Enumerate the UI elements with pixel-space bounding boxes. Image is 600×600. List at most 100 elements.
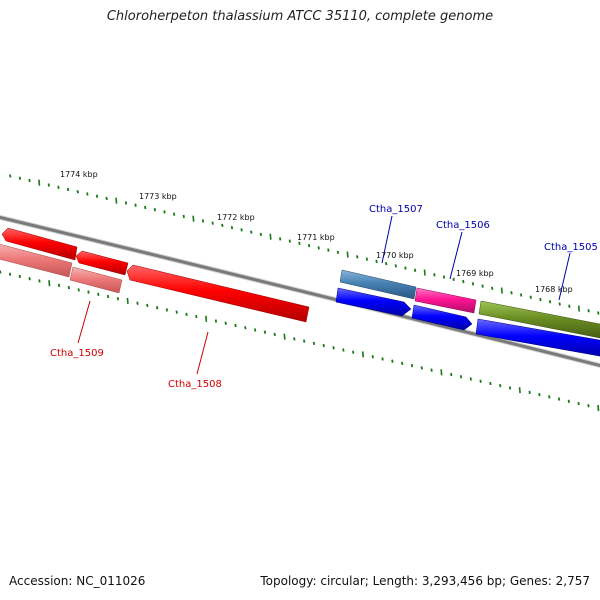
- minor-tick: [124, 201, 128, 205]
- minor-tick: [211, 221, 214, 225]
- minor-tick: [307, 243, 311, 248]
- gene-label-ctha-1507[interactable]: Ctha_1507: [369, 204, 423, 215]
- gene-feature-olive[interactable]: [478, 300, 600, 339]
- gene-feature-red-3[interactable]: [126, 264, 310, 323]
- minor-tick: [253, 328, 257, 332]
- tick-label-1772: 1772 kbp: [217, 213, 255, 222]
- minor-tick: [172, 212, 176, 216]
- minor-tick: [413, 268, 417, 272]
- minor-tick: [182, 214, 185, 219]
- gene-feature-red-1[interactable]: [1, 227, 78, 261]
- gene-feature-blue-1[interactable]: [335, 287, 412, 317]
- minor-tick: [342, 348, 345, 352]
- tick-label-1773: 1773 kbp: [139, 192, 177, 201]
- minor-tick: [106, 294, 110, 299]
- gene-feature-pink-2[interactable]: [69, 266, 123, 294]
- minor-tick: [38, 279, 41, 283]
- minor-tick: [273, 332, 276, 337]
- gene-label-ctha-1505[interactable]: Ctha_1505: [544, 242, 598, 253]
- gene-feature-blue-3[interactable]: [475, 318, 600, 357]
- minor-tick: [240, 228, 243, 232]
- minor-tick: [548, 395, 551, 399]
- minor-tick: [587, 309, 590, 313]
- minor-tick: [394, 264, 397, 268]
- tick-label-1774: 1774 kbp: [60, 170, 98, 179]
- minor-tick: [153, 208, 156, 212]
- gene-label-ctha-1506[interactable]: Ctha_1506: [436, 220, 490, 231]
- minor-tick: [95, 194, 99, 198]
- major-tick: [440, 369, 443, 376]
- gene-feature-blue-2[interactable]: [411, 304, 473, 331]
- minor-tick: [155, 306, 159, 310]
- minor-tick: [401, 361, 404, 366]
- minor-tick: [528, 390, 531, 395]
- minor-tick: [381, 357, 384, 361]
- major-tick: [500, 287, 503, 294]
- leader-line-ctha-1508: [196, 331, 209, 375]
- major-tick: [192, 215, 195, 222]
- major-tick: [205, 315, 208, 322]
- leader-line-ctha-1505: [558, 252, 571, 301]
- minor-tick: [244, 326, 247, 330]
- minor-tick: [0, 270, 2, 274]
- minor-tick: [105, 196, 108, 201]
- minor-tick: [499, 384, 502, 388]
- minor-tick: [175, 310, 178, 314]
- minor-tick: [529, 295, 532, 299]
- minor-tick: [410, 363, 414, 368]
- minor-tick: [136, 301, 139, 305]
- minor-tick: [146, 303, 149, 308]
- gene-label-ctha-1508[interactable]: Ctha_1508: [168, 379, 222, 390]
- minor-tick: [587, 404, 590, 408]
- minor-tick: [195, 314, 198, 319]
- minor-tick: [279, 237, 282, 241]
- minor-tick: [548, 300, 552, 304]
- minor-tick: [303, 339, 306, 343]
- minor-tick: [452, 277, 455, 281]
- minor-tick: [442, 275, 446, 279]
- minor-tick: [116, 297, 120, 301]
- minor-tick: [577, 401, 580, 406]
- minor-tick: [597, 311, 600, 315]
- genome-backbone-core: [0, 215, 600, 368]
- major-tick: [38, 179, 41, 186]
- gene-feature-magenta[interactable]: [414, 287, 477, 314]
- minor-tick: [557, 397, 561, 401]
- minor-tick: [352, 350, 355, 354]
- minor-tick: [57, 283, 61, 288]
- minor-tick: [250, 230, 253, 234]
- minor-tick: [18, 274, 21, 279]
- major-tick: [48, 280, 51, 287]
- minor-tick: [391, 359, 394, 363]
- minor-tick: [144, 205, 147, 210]
- gene-label-ctha-1509[interactable]: Ctha_1509: [50, 348, 104, 359]
- leader-line-ctha-1507: [381, 215, 393, 264]
- minor-tick: [77, 288, 80, 292]
- minor-tick: [385, 261, 388, 266]
- minor-tick: [489, 381, 492, 386]
- minor-tick: [510, 291, 513, 295]
- tick-label-1769: 1769 kbp: [456, 269, 494, 278]
- gene-feature-red-2[interactable]: [75, 250, 129, 276]
- minor-tick: [508, 386, 512, 390]
- minor-tick: [185, 312, 188, 317]
- gene-feature-steel[interactable]: [339, 269, 417, 300]
- major-tick: [269, 233, 272, 240]
- minor-tick: [97, 292, 100, 296]
- minor-tick: [469, 377, 472, 381]
- major-tick: [597, 404, 600, 412]
- minor-tick: [288, 239, 291, 243]
- minor-tick: [462, 279, 465, 284]
- minor-tick: [57, 185, 60, 189]
- minor-tick: [317, 246, 320, 250]
- major-tick: [577, 305, 581, 312]
- minor-tick: [459, 375, 463, 379]
- gene-feature-pink-1[interactable]: [0, 243, 73, 278]
- minor-tick: [450, 372, 453, 377]
- minor-tick: [433, 273, 436, 277]
- minor-tick: [28, 277, 31, 281]
- major-tick: [518, 387, 521, 394]
- leader-line-ctha-1509: [77, 300, 91, 344]
- minor-tick: [430, 368, 433, 372]
